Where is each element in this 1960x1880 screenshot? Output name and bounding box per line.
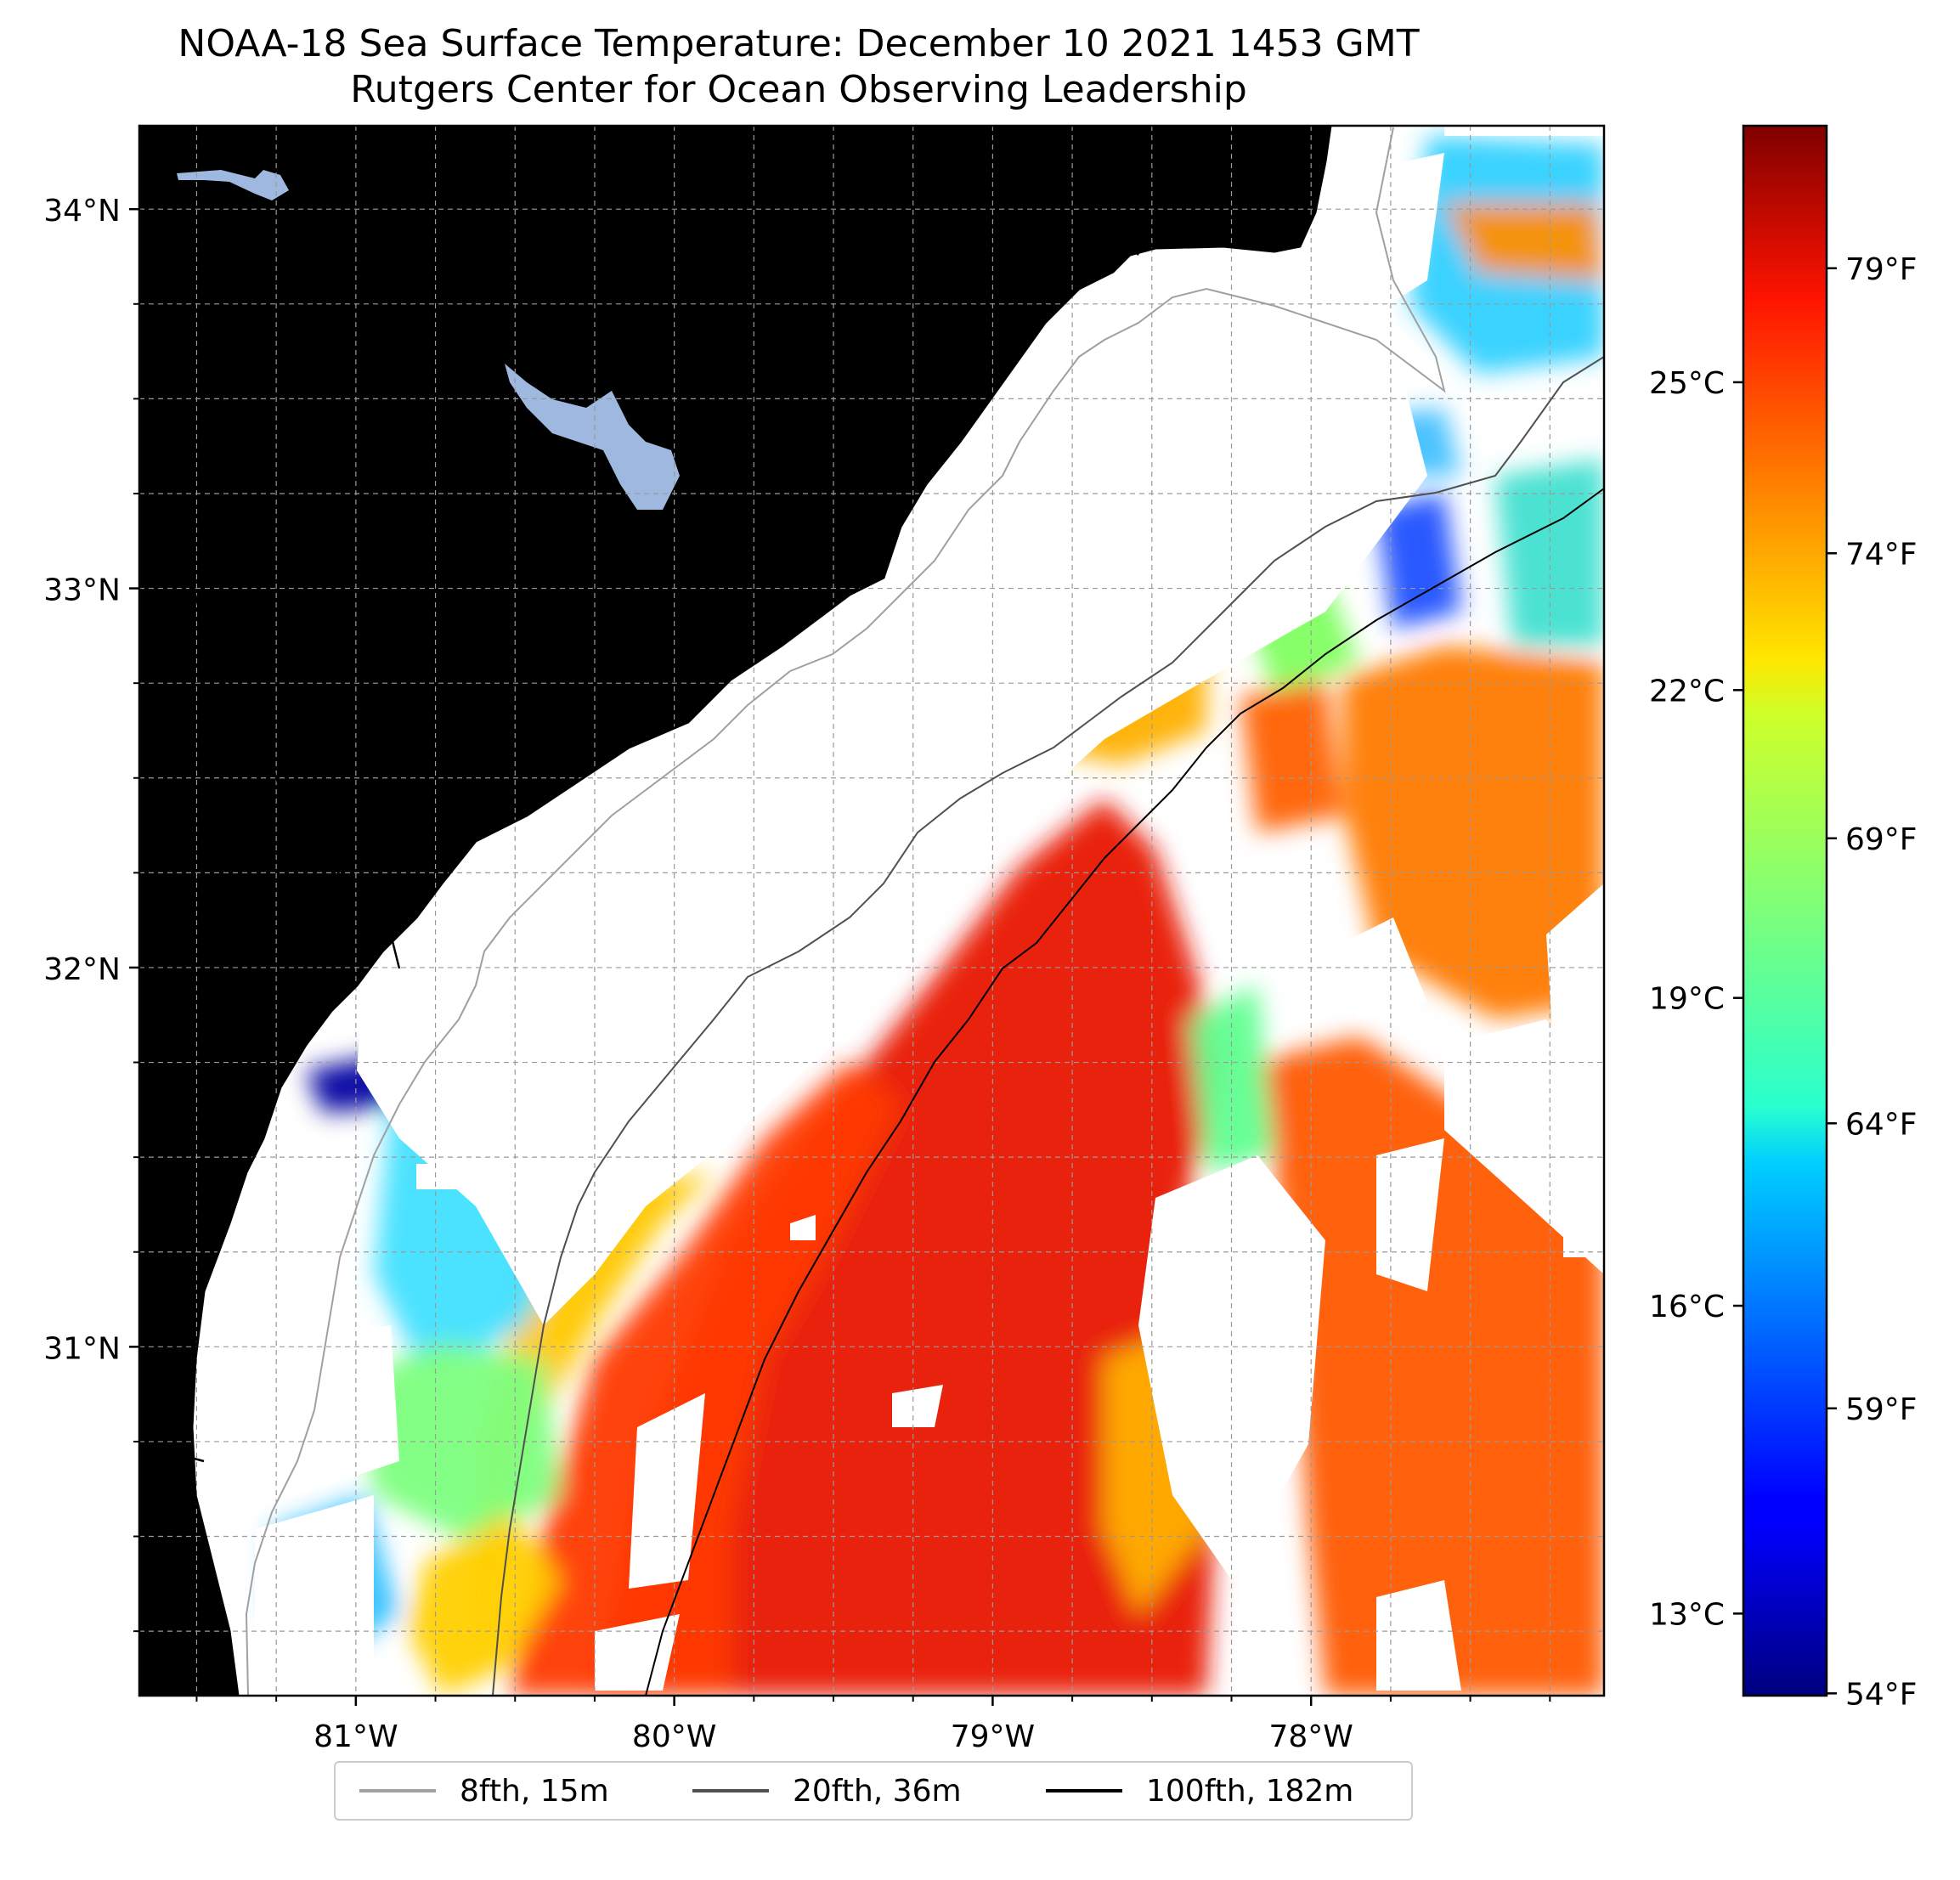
colorbar-ticks: 25°C 22°C 19°C 16°C 13°C 79°F 74°F 69°F 64°F 59°F… bbox=[1649, 252, 1917, 1713]
celsius-tick-label: 16°C bbox=[1649, 1290, 1725, 1324]
graticule bbox=[139, 126, 1604, 1696]
river-border bbox=[139, 549, 401, 969]
celsius-tick-label: 25°C bbox=[1649, 366, 1725, 401]
map-title: NOAA-18 Sea Surface Temperature: Decembe… bbox=[178, 22, 1420, 65]
lat-tick-label: 32°N bbox=[43, 952, 121, 987]
state-border-south bbox=[139, 1448, 205, 1463]
legend-label-20fth: 20fth, 36m bbox=[793, 1773, 962, 1809]
lon-tick-label: 78°W bbox=[1268, 1719, 1353, 1754]
contour-100fth bbox=[645, 488, 1604, 1696]
lon-tick-label: 79°W bbox=[951, 1719, 1035, 1754]
map-frame bbox=[138, 124, 1606, 1697]
contour-8fth bbox=[245, 127, 1446, 1696]
contour-legend: 8fth, 15m 20fth, 36m 100fth, 182m bbox=[334, 1761, 1413, 1821]
coastline bbox=[190, 126, 1332, 1696]
contour-20fth bbox=[492, 356, 1604, 1696]
state-border bbox=[1010, 126, 1139, 256]
lat-tick-label: 33°N bbox=[43, 573, 121, 608]
legend-label-8fth: 8fth, 15m bbox=[460, 1773, 609, 1809]
celsius-tick-label: 22°C bbox=[1649, 674, 1725, 709]
land-mass bbox=[139, 126, 1330, 1696]
legend-swatch-100fth bbox=[1046, 1789, 1122, 1792]
map-subtitle: Rutgers Center for Ocean Observing Leade… bbox=[350, 68, 1247, 111]
fahrenheit-tick-label: 79°F bbox=[1845, 252, 1918, 287]
lat-tick-label: 34°N bbox=[43, 194, 121, 229]
colorbar-gradient bbox=[1742, 124, 1828, 1697]
no-data-regions bbox=[255, 126, 1604, 1691]
lon-tick-label: 80°W bbox=[632, 1719, 716, 1754]
celsius-tick-label: 19°C bbox=[1649, 982, 1725, 1017]
fahrenheit-tick-label: 64°F bbox=[1845, 1107, 1918, 1142]
fahrenheit-tick-label: 59°F bbox=[1845, 1392, 1918, 1427]
fahrenheit-tick-label: 54°F bbox=[1845, 1677, 1918, 1712]
legend-item-20fth: 20fth, 36m bbox=[692, 1763, 962, 1819]
lakes bbox=[177, 170, 680, 510]
fahrenheit-tick-label: 69°F bbox=[1845, 822, 1918, 857]
celsius-tick-label: 13°C bbox=[1649, 1597, 1725, 1632]
legend-item-100fth: 100fth, 182m bbox=[1046, 1763, 1353, 1819]
fahrenheit-tick-label: 74°F bbox=[1845, 537, 1918, 572]
legend-item-8fth: 8fth, 15m bbox=[359, 1763, 609, 1819]
lat-tick-label: 31°N bbox=[43, 1331, 121, 1366]
legend-swatch-8fth bbox=[359, 1789, 436, 1792]
lon-tick-label: 81°W bbox=[313, 1719, 398, 1754]
legend-swatch-20fth bbox=[692, 1789, 769, 1792]
legend-label-100fth: 100fth, 182m bbox=[1146, 1773, 1354, 1809]
map-axis-ticks: 34°N 33°N 32°N 31°N 81°W 80°W 79°W 78°W bbox=[43, 194, 1551, 1754]
